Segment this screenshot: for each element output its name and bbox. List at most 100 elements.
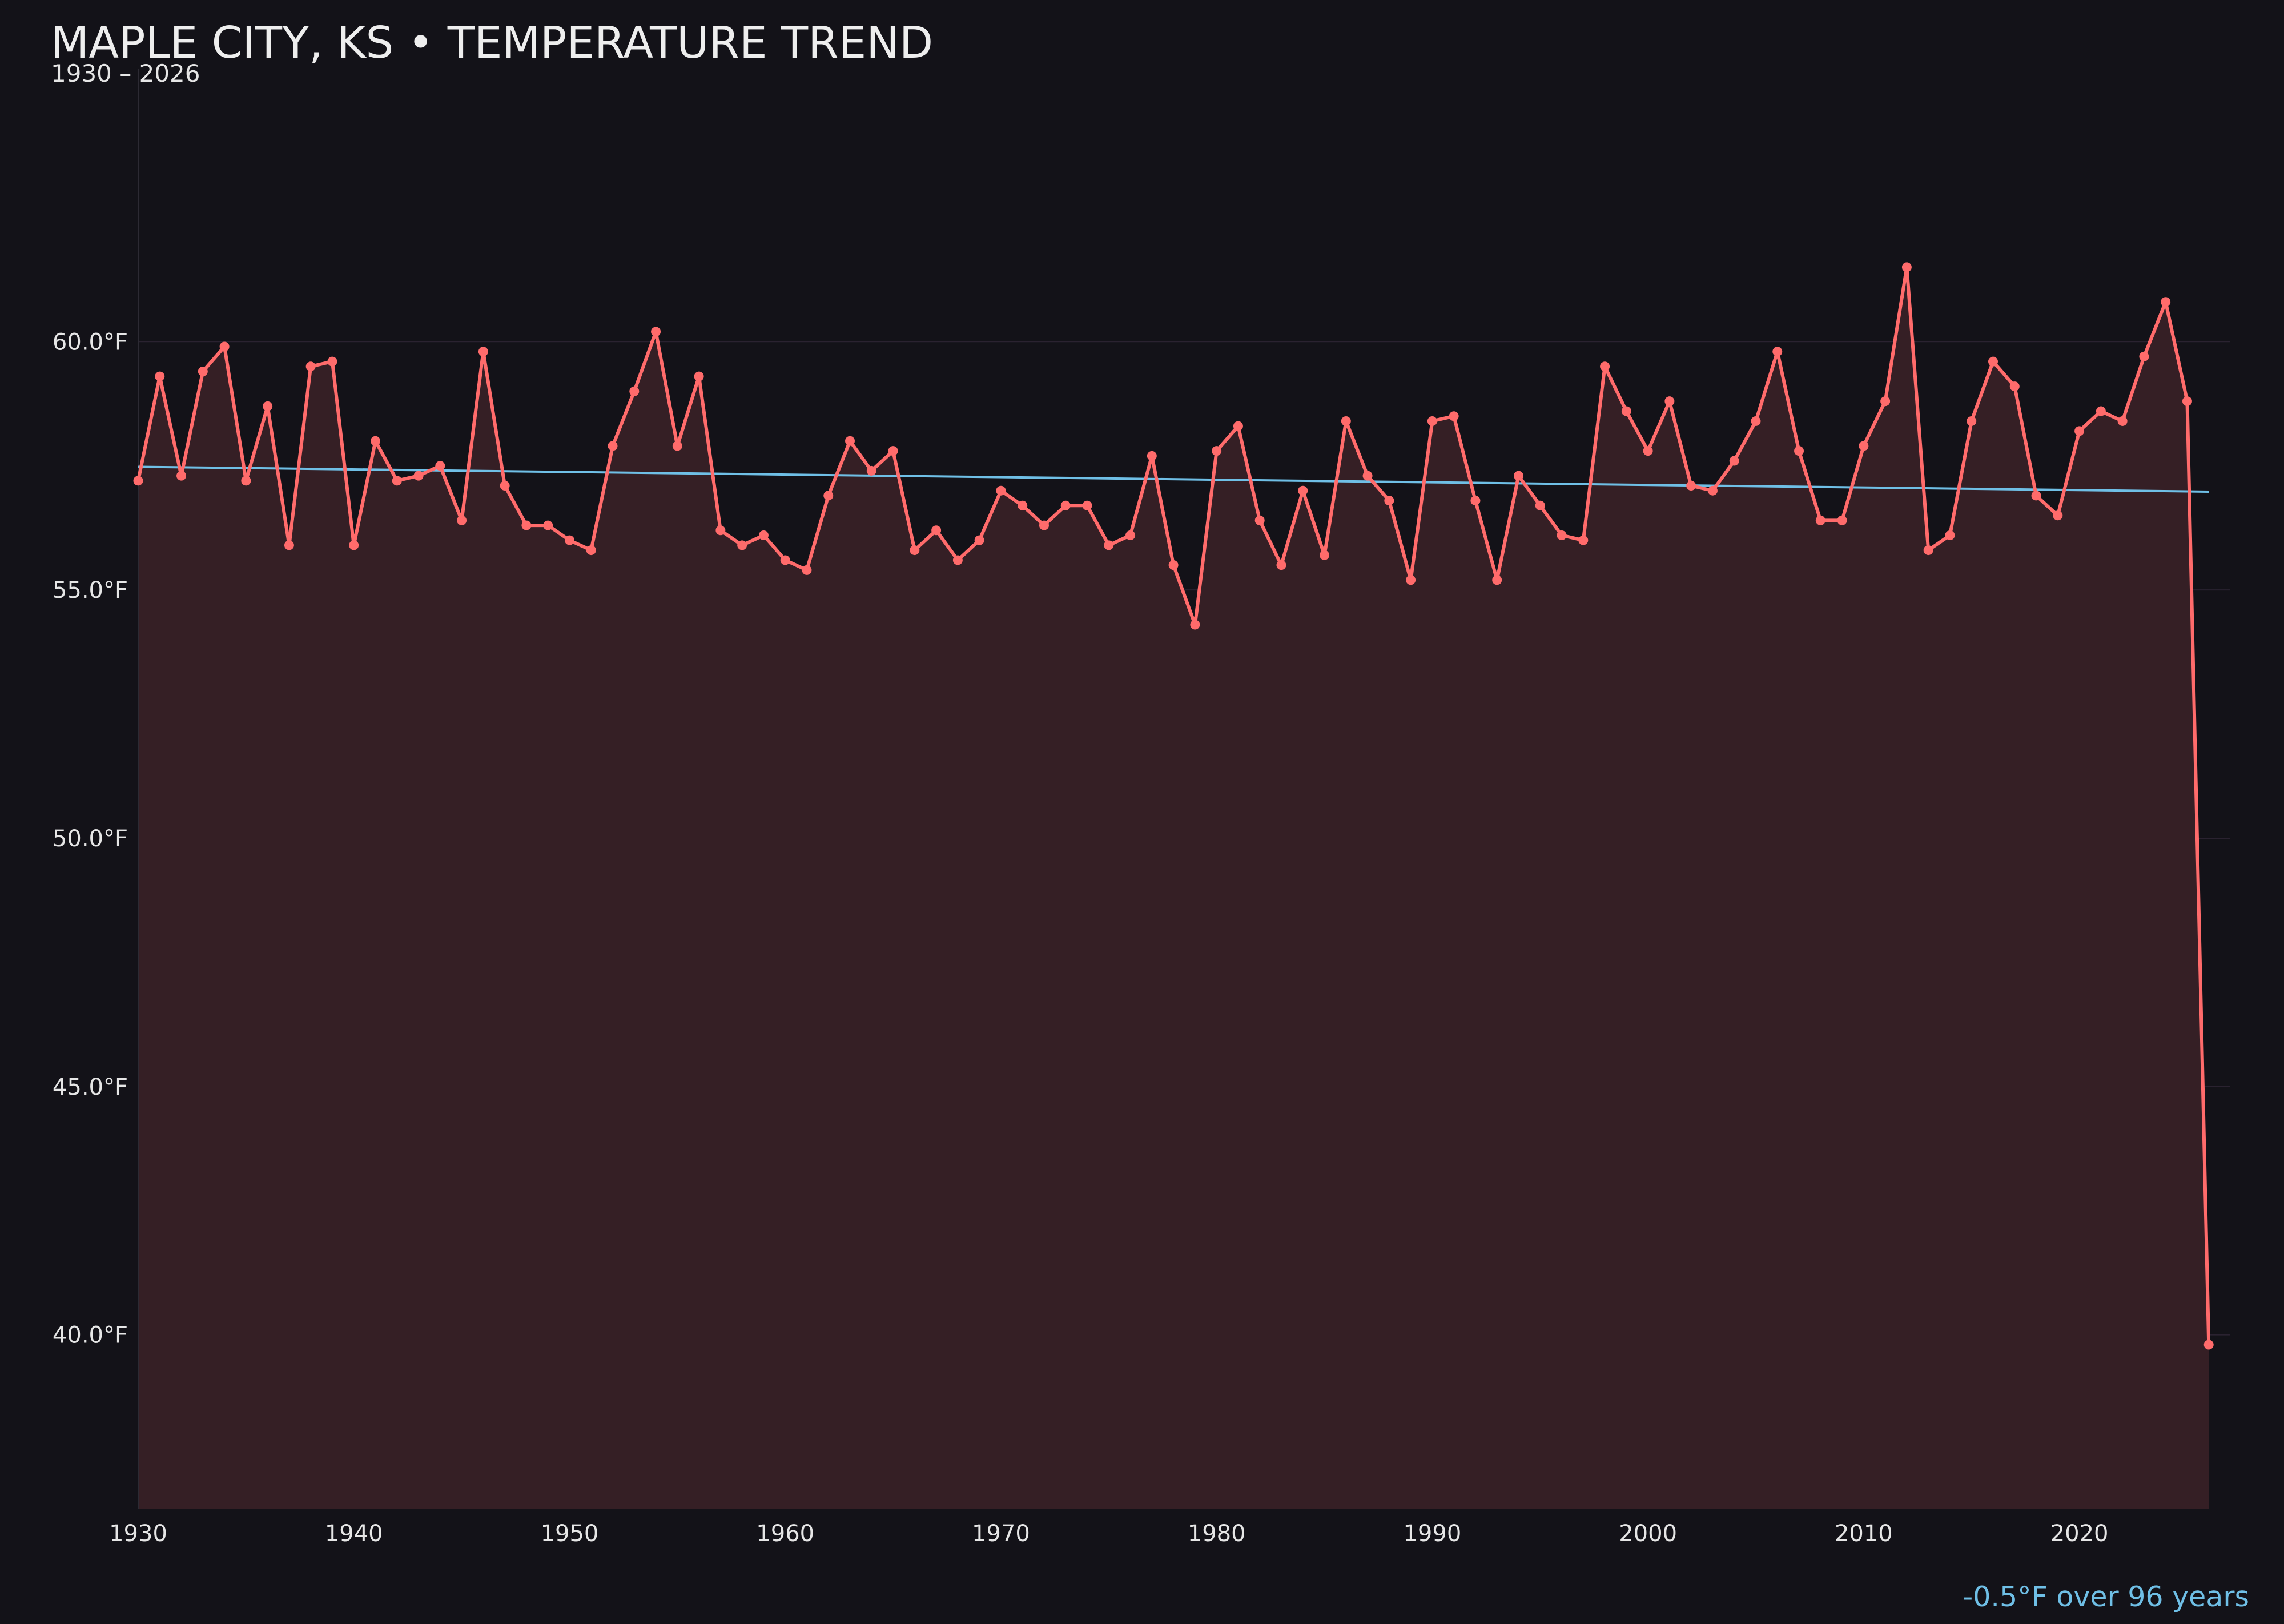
data-point-1936 [263, 401, 273, 411]
data-point-1965 [888, 446, 898, 456]
data-point-2019 [2053, 510, 2063, 521]
data-point-1968 [952, 555, 963, 565]
data-point-2026 [2203, 1340, 2214, 1350]
data-point-1985 [1320, 550, 1330, 560]
data-point-2006 [1772, 347, 1783, 357]
data-point-1943 [413, 471, 424, 481]
trend-line [138, 465, 2209, 493]
data-point-1995 [1535, 500, 1545, 510]
data-point-2010 [1859, 441, 1869, 451]
data-point-1994 [1513, 471, 1523, 481]
data-point-2013 [1923, 545, 1933, 556]
y-tick-label: 60.0°F [53, 329, 128, 355]
data-point-2005 [1751, 416, 1761, 426]
data-point-1933 [198, 366, 208, 376]
data-point-1992 [1470, 496, 1481, 506]
data-point-1971 [1018, 500, 1028, 510]
data-point-1948 [521, 520, 532, 530]
x-tick-label: 1950 [541, 1521, 599, 1547]
chart-title: MAPLE CITY, KS • TEMPERATURE TREND [51, 18, 934, 69]
data-point-1942 [392, 476, 402, 486]
data-point-1988 [1384, 496, 1394, 506]
data-point-1938 [305, 361, 316, 372]
data-point-2015 [1967, 416, 1977, 426]
data-point-1978 [1168, 560, 1179, 570]
data-point-2001 [1664, 396, 1675, 407]
data-point-2014 [1945, 530, 1955, 540]
data-point-1941 [371, 436, 381, 446]
data-point-2007 [1794, 446, 1804, 456]
data-point-1976 [1125, 530, 1136, 540]
x-tick-label: 2000 [1619, 1521, 1677, 1547]
data-point-1950 [564, 535, 574, 545]
data-point-2022 [2117, 416, 2128, 426]
data-point-1952 [608, 441, 618, 451]
data-point-2004 [1729, 456, 1739, 466]
data-point-2017 [2009, 381, 2020, 392]
y-tick-label: 55.0°F [53, 577, 128, 604]
data-point-1998 [1600, 361, 1610, 372]
data-point-1966 [910, 545, 920, 556]
data-point-1945 [457, 515, 467, 525]
data-point-2008 [1815, 515, 1825, 525]
data-point-1930 [133, 476, 143, 486]
trend-summary: -0.5°F over 96 years [1963, 1581, 2249, 1613]
data-point-1996 [1557, 530, 1567, 540]
data-point-1949 [543, 520, 553, 530]
data-point-1979 [1190, 620, 1200, 630]
data-point-1999 [1621, 406, 1631, 416]
x-tick-label: 1970 [972, 1521, 1030, 1547]
data-point-1953 [629, 386, 640, 396]
data-point-1997 [1578, 535, 1589, 545]
data-point-1935 [241, 476, 251, 486]
x-tick-label: 1940 [325, 1521, 383, 1547]
data-point-1973 [1060, 500, 1071, 510]
data-point-1991 [1449, 411, 1459, 421]
data-point-1989 [1406, 575, 1416, 585]
x-tick-label: 2020 [2050, 1521, 2109, 1547]
data-point-2018 [2031, 491, 2041, 501]
data-point-1937 [284, 540, 294, 550]
data-point-1974 [1082, 500, 1092, 510]
data-point-2012 [1901, 262, 1912, 272]
data-point-1962 [823, 491, 834, 501]
data-point-1958 [737, 540, 747, 550]
data-point-1970 [996, 485, 1006, 496]
x-tick-label: 1980 [1188, 1521, 1246, 1547]
x-tick-label: 2010 [1835, 1521, 1893, 1547]
data-point-1987 [1362, 471, 1373, 481]
data-point-1934 [219, 341, 230, 352]
data-point-1931 [155, 371, 165, 381]
temperature-area-fill [138, 267, 2209, 1509]
data-point-1957 [715, 525, 726, 536]
data-point-1932 [176, 471, 187, 481]
data-point-2000 [1643, 446, 1653, 456]
x-tick-label: 1930 [109, 1521, 167, 1547]
data-point-2016 [1988, 356, 1998, 367]
data-point-1969 [974, 535, 984, 545]
data-point-1940 [349, 540, 359, 550]
data-point-1944 [435, 461, 445, 471]
data-point-1954 [651, 327, 661, 337]
data-point-1993 [1492, 575, 1502, 585]
data-point-2003 [1707, 485, 1718, 496]
data-point-2023 [2139, 351, 2149, 361]
data-points [133, 262, 2214, 1350]
data-point-1986 [1341, 416, 1351, 426]
y-tick-labels: 40.0°F 45.0°F 50.0°F 55.0°F 60.0°F [53, 329, 128, 1348]
data-point-1982 [1254, 515, 1265, 525]
data-point-1963 [845, 436, 855, 446]
y-tick-label: 45.0°F [53, 1074, 128, 1100]
data-point-1951 [586, 545, 596, 556]
data-point-2024 [2161, 297, 2171, 307]
data-point-1983 [1276, 560, 1286, 570]
data-point-2002 [1686, 481, 1696, 491]
data-point-1960 [780, 555, 790, 565]
data-point-2025 [2182, 396, 2192, 407]
data-point-2009 [1837, 515, 1847, 525]
data-point-1984 [1298, 485, 1308, 496]
chart-subtitle: 1930 – 2026 [51, 59, 200, 87]
data-point-1980 [1212, 446, 1222, 456]
data-point-1967 [931, 525, 942, 536]
